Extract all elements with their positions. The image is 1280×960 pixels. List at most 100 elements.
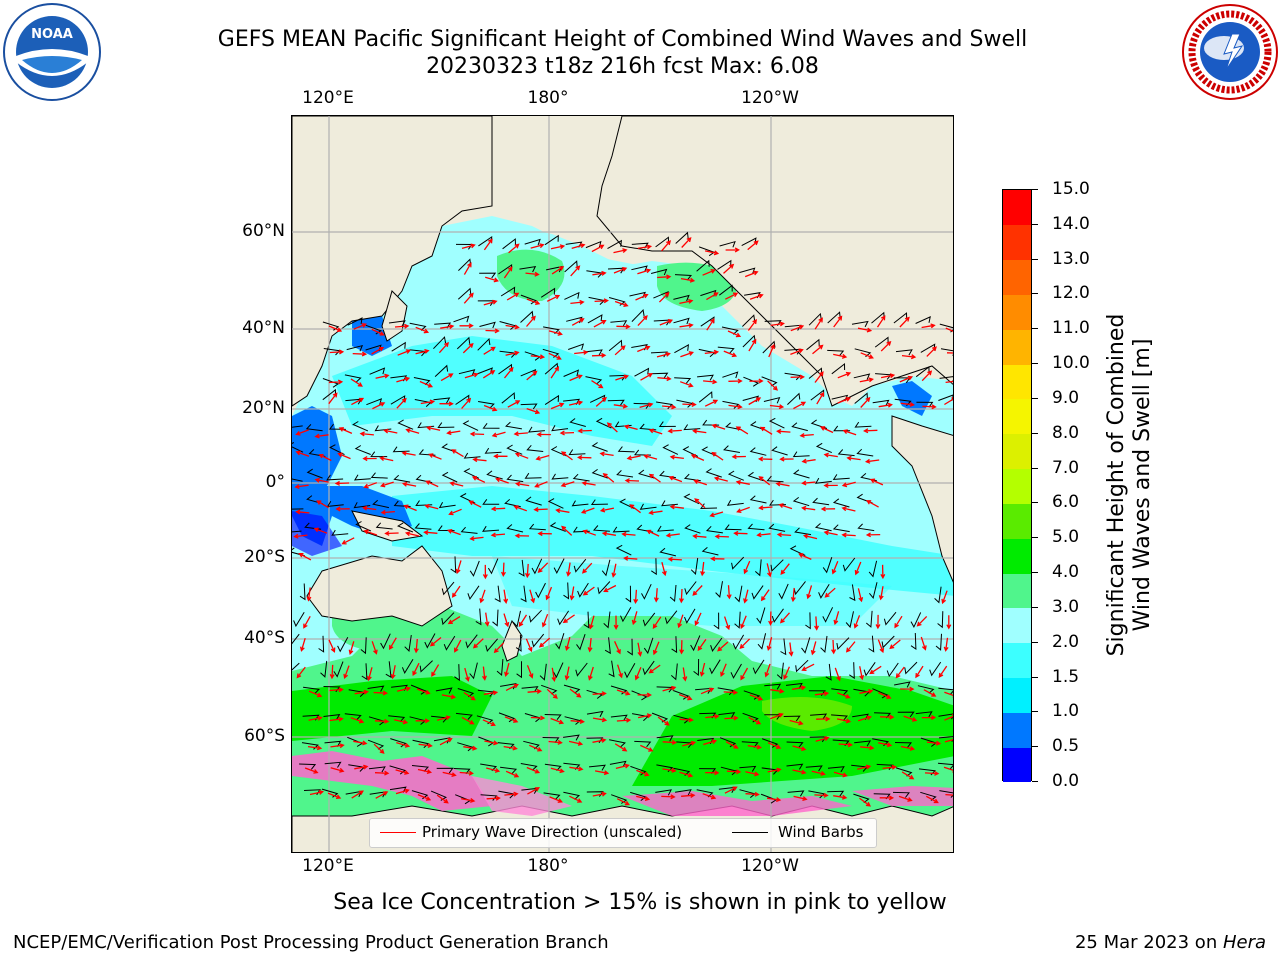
- wave-direction-arrow: [880, 714, 895, 720]
- wind-barb: [525, 496, 542, 506]
- wave-direction-arrow: [814, 371, 824, 383]
- wind-barb: [370, 451, 388, 458]
- wind-barb: [725, 422, 742, 431]
- wind-barb: [292, 442, 304, 453]
- footer-date-text: 25 Mar 2023 on: [1074, 932, 1223, 953]
- wind-barb: [512, 610, 521, 628]
- wave-direction-arrow: [469, 431, 485, 437]
- wave-direction-arrow: [463, 745, 478, 751]
- wave-direction-arrow: [448, 508, 462, 516]
- wave-direction-arrow: [389, 637, 397, 651]
- wave-direction-arrow: [587, 666, 594, 681]
- wave-direction-arrow: [790, 348, 804, 356]
- wave-direction-arrow: [442, 771, 457, 778]
- wave-direction-arrow: [643, 454, 658, 460]
- wind-barb: [717, 346, 735, 354]
- wave-direction-arrow: [648, 510, 663, 516]
- colorbar-segment: [1003, 329, 1031, 365]
- wind-barb: [739, 765, 757, 772]
- wave-direction-arrow: [864, 458, 880, 464]
- wave-direction-arrow: [749, 378, 764, 384]
- wave-direction-arrow: [711, 451, 724, 461]
- wave-direction-arrow: [945, 380, 953, 384]
- wave-direction-arrow: [724, 715, 739, 721]
- wave-direction-arrow: [860, 352, 874, 359]
- wave-direction-arrow: [705, 770, 720, 776]
- wave-direction-arrow: [439, 401, 454, 407]
- wind-barb: [520, 310, 534, 323]
- wind-barb: [505, 421, 522, 430]
- wind-barb: [670, 663, 678, 681]
- wave-direction-arrow: [548, 739, 563, 745]
- wave-direction-arrow: [616, 798, 631, 806]
- wave-direction-arrow: [503, 589, 509, 604]
- colorbar-segment: [1003, 607, 1031, 644]
- wave-direction-arrow: [569, 766, 584, 772]
- wave-direction-arrow: [682, 667, 688, 682]
- wave-direction-arrow: [747, 319, 758, 331]
- wave-direction-arrow: [613, 403, 629, 409]
- wind-barb: [482, 499, 500, 505]
- wind-barb: [642, 660, 655, 676]
- wind-barb: [853, 793, 870, 804]
- wave-direction-arrow: [853, 615, 861, 629]
- wave-direction-arrow: [574, 349, 589, 355]
- wind-barb: [723, 445, 740, 453]
- wave-direction-arrow: [569, 586, 575, 601]
- wind-barb: [787, 790, 805, 797]
- wind-barb: [563, 369, 580, 377]
- wind-barb: [324, 761, 342, 768]
- wave-direction-arrow: [924, 770, 940, 776]
- wave-direction-arrow: [679, 640, 685, 655]
- wind-barb: [353, 502, 371, 509]
- wave-direction-arrow: [831, 639, 837, 655]
- wind-barb: [303, 686, 320, 695]
- colorbar-tick: [1032, 328, 1038, 330]
- wave-direction-arrow: [526, 665, 534, 679]
- wind-barb: [651, 558, 657, 576]
- wave-direction-arrow: [857, 327, 873, 333]
- wind-barb: [494, 585, 501, 603]
- wave-direction-arrow: [841, 481, 856, 488]
- wave-direction-arrow: [483, 238, 493, 251]
- wind-barb: [564, 716, 582, 725]
- wave-direction-arrow: [669, 504, 684, 510]
- wave-direction-arrow: [780, 563, 790, 575]
- wind-barb: [780, 638, 787, 656]
- wave-direction-arrow: [899, 316, 910, 328]
- wind-barb: [485, 638, 498, 653]
- wave-direction-arrow: [371, 346, 385, 355]
- wave-direction-arrow: [653, 588, 659, 603]
- wind-barb: [519, 265, 537, 273]
- wind-barb: [526, 444, 544, 452]
- wind-barb: [937, 762, 953, 770]
- wind-barb: [698, 391, 713, 403]
- wave-direction-arrow: [779, 456, 794, 462]
- wind-barb: [624, 662, 636, 679]
- wave-direction-arrow: [446, 430, 461, 436]
- wave-direction-arrow: [299, 638, 306, 652]
- wind-barb: [894, 681, 911, 688]
- wave-direction-arrow: [679, 322, 694, 328]
- wind-barb: [542, 737, 560, 743]
- wind-barb: [709, 659, 721, 675]
- wind-barb: [360, 637, 367, 655]
- wave-direction-arrow: [587, 638, 593, 653]
- wave-direction-arrow: [550, 402, 565, 410]
- wind-barb: [854, 392, 868, 404]
- wave-direction-arrow: [504, 791, 519, 797]
- wave-direction-arrow: [702, 269, 716, 276]
- wind-barb: [718, 284, 733, 296]
- wind-barb: [783, 715, 801, 722]
- wave-direction-arrow: [723, 263, 735, 274]
- wave-direction-arrow: [702, 793, 717, 800]
- wave-direction-arrow: [857, 764, 872, 770]
- wave-direction-legend-line: [380, 832, 416, 833]
- wind-barb: [544, 234, 559, 246]
- band-1.5-2: [332, 336, 672, 446]
- wind-barb: [478, 401, 495, 409]
- wave-direction-arrow: [661, 794, 676, 800]
- wave-direction-arrow: [626, 455, 641, 461]
- wave-direction-arrow: [833, 315, 843, 328]
- wave-direction-arrow: [900, 686, 915, 692]
